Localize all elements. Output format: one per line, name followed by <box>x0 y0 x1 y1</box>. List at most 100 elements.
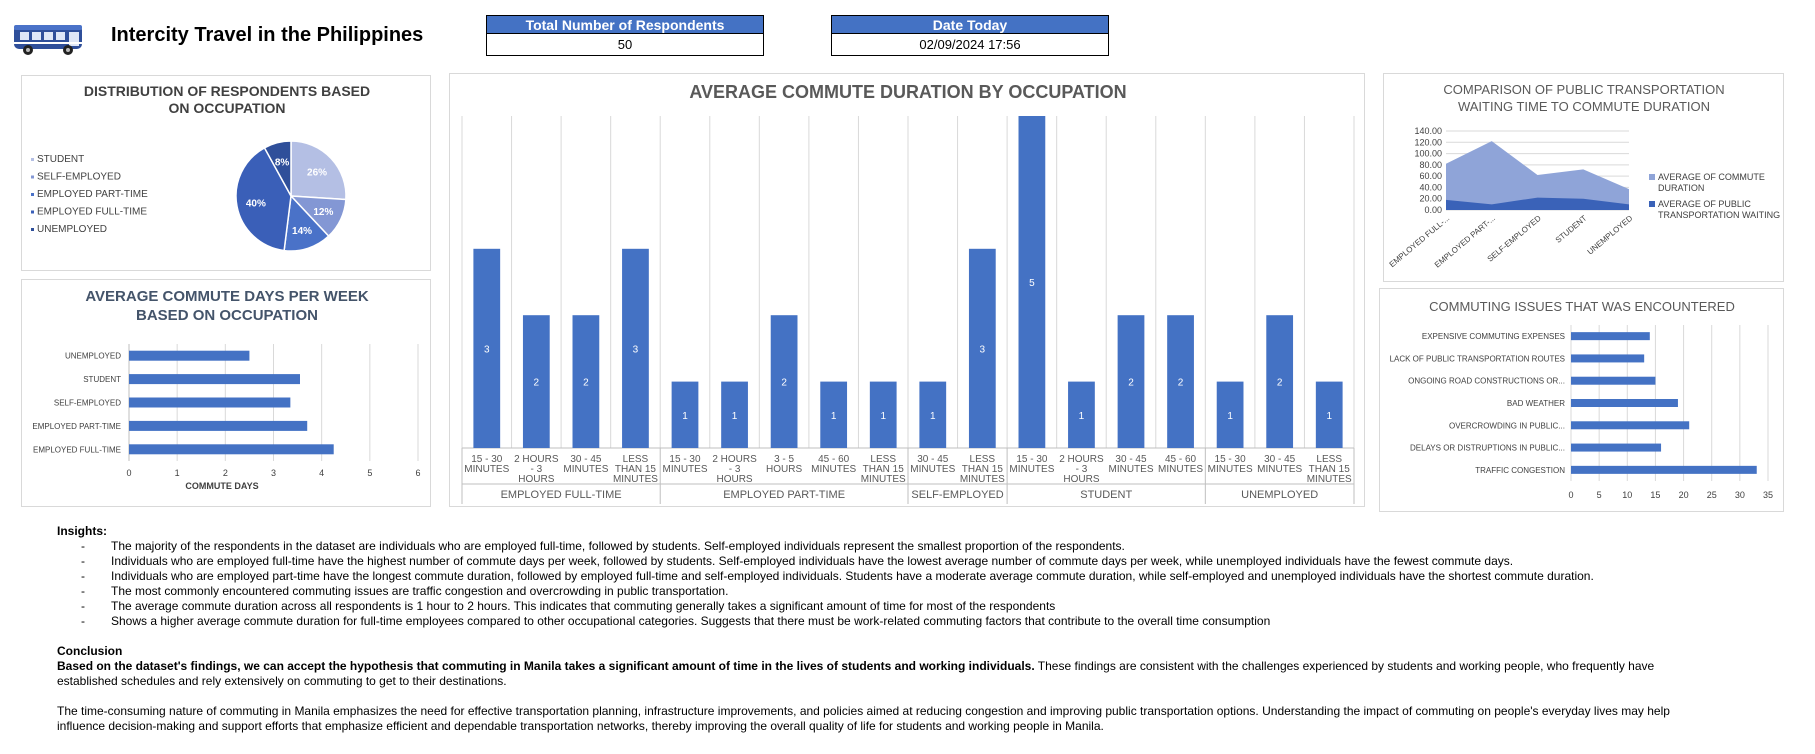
kpi-date-value: 02/09/2024 17:56 <box>831 34 1109 56</box>
bar <box>129 420 308 431</box>
x-tick-label: MINUTES <box>811 464 856 475</box>
y-tick-label: 140.00 <box>1414 126 1442 136</box>
bar <box>1571 354 1645 363</box>
y-tick-label: 20.00 <box>1419 194 1442 204</box>
x-tick-label: 2 HOURS <box>514 454 559 465</box>
bar-data-label: 2 <box>534 378 540 389</box>
group-label: SELF-EMPLOYED <box>911 489 1003 501</box>
pie-data-label: 26% <box>307 168 327 179</box>
bar <box>1571 421 1690 430</box>
bar-data-label: 3 <box>980 344 986 355</box>
bar <box>1571 465 1757 474</box>
x-tick-label: MINUTES <box>861 474 906 485</box>
x-tick-label: MINUTES <box>613 474 658 485</box>
kpi-date: Date Today 02/09/2024 17:56 <box>831 15 1109 56</box>
commuting-issues-chart: COMMUTING ISSUES THAT WAS ENCOUNTERED 0 5 1… <box>1390 299 1773 500</box>
x-tick-label: 45 - 60 <box>818 454 850 465</box>
bar <box>1266 315 1294 448</box>
chart-title: WAITING TIME TO COMMUTE DURATION <box>1458 99 1710 114</box>
bar <box>1018 116 1046 448</box>
bar-data-label: 1 <box>682 411 688 422</box>
legend-marker <box>31 158 34 161</box>
legend-entry: EMPLOYED PART-TIME <box>37 189 148 200</box>
x-tick-label: LESS <box>970 454 996 465</box>
conclusion-text: These findings are consistent with the c… <box>57 659 1655 688</box>
chart-title: AVERAGE COMMUTE DAYS PER WEEK <box>85 288 369 305</box>
x-tick-label: HOURS <box>716 474 752 485</box>
bar <box>820 381 848 448</box>
commute-duration-panel: AVERAGE COMMUTE DURATION BY OCCUPATION 3 1… <box>449 73 1365 507</box>
pie-data-label: 40% <box>246 199 266 210</box>
legend-entry: UNEMPLOYED <box>37 224 107 235</box>
group-label: EMPLOYED PART-TIME <box>723 489 845 501</box>
y-tick-label: 100.00 <box>1414 149 1442 159</box>
pie-data-label: 12% <box>313 207 333 218</box>
x-tick-label: 30 - 45 <box>570 454 602 465</box>
x-tick-label: 2 HOURS <box>712 454 757 465</box>
y-tick-label: 120.00 <box>1414 137 1442 147</box>
legend-entry: TRANSPORTATION WAITING <box>1658 210 1780 220</box>
legend-entry: AVERAGE OF PUBLIC <box>1658 199 1751 209</box>
chart-title: ON OCCUPATION <box>169 100 286 116</box>
bar-data-label: 5 <box>1029 278 1035 289</box>
x-tick-label: 5 <box>1597 490 1602 500</box>
legend-entry: SELF-EMPLOYED <box>37 172 121 183</box>
chart-title: DISTRIBUTION OF RESPONDENTS BASED <box>84 83 370 99</box>
x-tick-label: LESS <box>623 454 649 465</box>
y-category-label: DELAYS OR DISTRUPTIONS IN PUBLIC... <box>1410 444 1565 453</box>
x-tick-label: MINUTES <box>563 464 608 475</box>
x-tick-label: 15 - 30 <box>1016 454 1048 465</box>
x-tick-label: HOURS <box>766 464 802 475</box>
x-tick-label: 20 <box>1679 490 1689 500</box>
y-category-label: STUDENT <box>83 375 121 384</box>
x-tick-label: 30 <box>1735 490 1745 500</box>
x-tick-label: 15 - 30 <box>1215 454 1247 465</box>
legend-entry: AVERAGE OF COMMUTE <box>1658 172 1765 182</box>
bar <box>129 397 291 408</box>
x-tick-label: 30 - 45 <box>1115 454 1147 465</box>
x-tick-label: MINUTES <box>1158 464 1203 475</box>
insight-item: The most commonly encountered commuting … <box>57 584 1677 599</box>
x-tick-label: 15 - 30 <box>471 454 503 465</box>
bar-data-label: 1 <box>1079 411 1085 422</box>
kpi-respondents-value: 50 <box>486 34 764 56</box>
chart-title: AVERAGE COMMUTE DURATION BY OCCUPATION <box>689 82 1126 102</box>
waiting-time-chart: COMPARISON OF PUBLIC TRANSPORTATION WAITI… <box>1388 82 1781 269</box>
x-tick-label: 0 <box>126 468 131 478</box>
bar <box>522 315 550 448</box>
x-tick-label: STUDENT <box>1554 214 1589 245</box>
x-tick-label: MINUTES <box>960 474 1005 485</box>
group-label: EMPLOYED FULL-TIME <box>501 489 622 501</box>
bar-data-label: 2 <box>1178 378 1184 389</box>
x-tick-label: HOURS <box>518 474 554 485</box>
x-tick-label: 30 - 45 <box>917 454 949 465</box>
bar <box>473 248 501 448</box>
bar-data-label: 2 <box>1277 378 1283 389</box>
bar <box>622 248 649 448</box>
y-category-label: LACK OF PUBLIC TRANSPORTATION ROUTES <box>1390 354 1565 363</box>
chart-title: BASED ON OCCUPATION <box>136 307 318 324</box>
x-tick-label: 6 <box>415 468 420 478</box>
x-tick-label: 10 <box>1622 490 1632 500</box>
insights-list: The majority of the respondents in the d… <box>57 539 1677 629</box>
bar-data-label: 3 <box>633 344 639 355</box>
chart-title: COMMUTING ISSUES THAT WAS ENCOUNTERED <box>1429 299 1735 314</box>
bar-data-label: 2 <box>1128 378 1134 389</box>
x-tick-label: - 3 <box>1076 464 1088 475</box>
x-tick-label: 45 - 60 <box>1165 454 1197 465</box>
x-tick-label: 30 - 45 <box>1264 454 1296 465</box>
y-category-label: OVERCROWDING IN PUBLIC... <box>1449 421 1565 430</box>
x-tick-label: 0 <box>1568 490 1573 500</box>
commute-days-panel: AVERAGE COMMUTE DAYS PER WEEK BASED ON OC… <box>21 279 431 507</box>
bar <box>1571 332 1650 341</box>
bar <box>129 350 250 361</box>
x-tick-label: MINUTES <box>1208 464 1253 475</box>
x-tick-label: 1 <box>175 468 180 478</box>
bar <box>1117 315 1145 448</box>
legend-marker <box>31 193 34 196</box>
bar-data-label: 1 <box>930 411 936 422</box>
x-tick-label: 2 HOURS <box>1059 454 1104 465</box>
x-tick-label: THAN 15 <box>1309 464 1351 475</box>
conclusion-bold: Based on the dataset's findings, we can … <box>57 659 1035 673</box>
